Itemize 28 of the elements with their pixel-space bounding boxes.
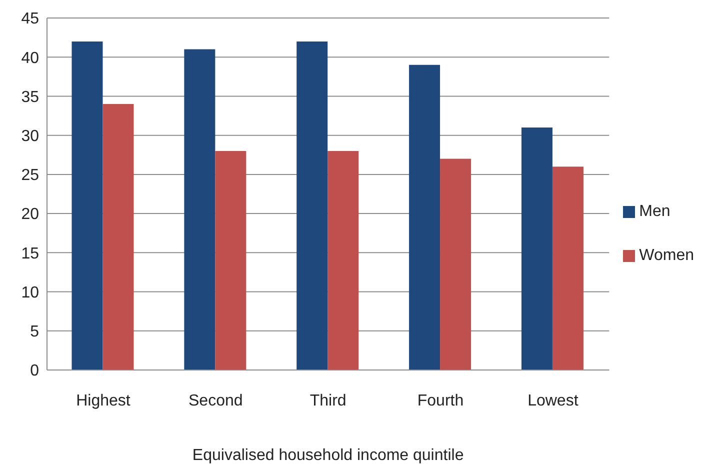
x-axis-title: Equivalised household income quintile: [192, 447, 464, 464]
y-tick-label: 25: [21, 167, 40, 184]
bar: [521, 128, 552, 370]
bar: [184, 49, 216, 370]
y-tick-label: 35: [21, 88, 40, 106]
x-tick-label: Third: [310, 392, 346, 410]
x-tick-label: Fourth: [417, 392, 464, 410]
legend-label: Men: [639, 203, 670, 220]
bar: [296, 41, 328, 370]
y-tick-label: 15: [21, 245, 40, 262]
y-tick-label: 5: [30, 324, 40, 341]
bar: [440, 158, 472, 370]
y-tick-label: 40: [21, 50, 40, 67]
x-tick-label: Second: [188, 392, 243, 410]
bar: [102, 104, 134, 370]
bar: [552, 166, 584, 370]
y-tick-label: 30: [21, 128, 40, 146]
bar: [409, 64, 440, 370]
bar: [328, 150, 359, 370]
y-tick-label: 0: [30, 362, 40, 380]
y-tick-label: 20: [21, 206, 40, 224]
y-tick-label: 10: [21, 284, 40, 302]
legend-label: Women: [639, 247, 694, 264]
bar: [72, 41, 103, 370]
x-tick-label: Highest: [76, 392, 131, 410]
x-tick-label: Lowest: [528, 392, 579, 410]
y-tick-label: 45: [21, 10, 40, 28]
bar: [215, 150, 246, 370]
